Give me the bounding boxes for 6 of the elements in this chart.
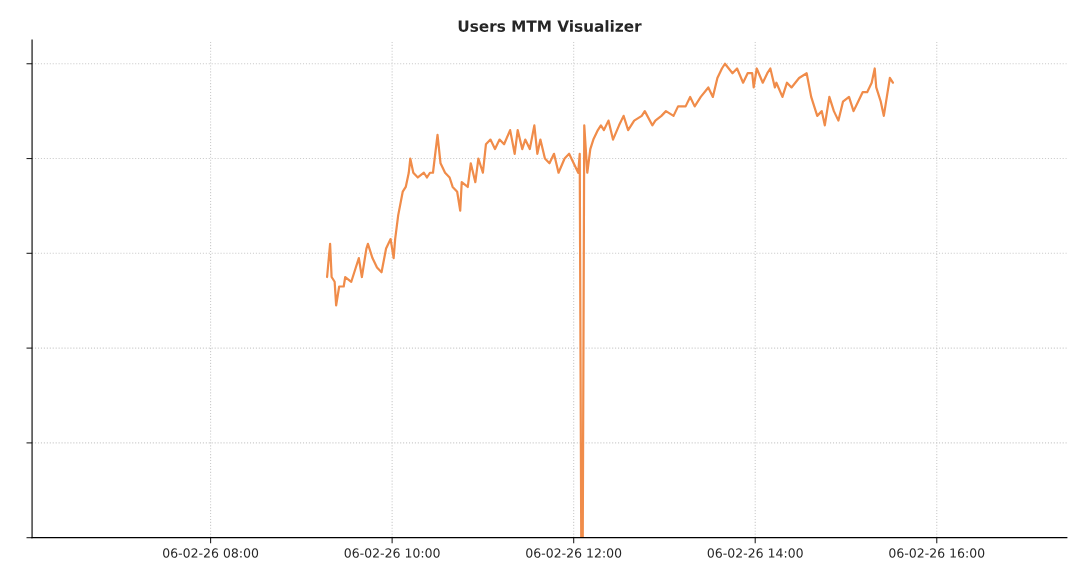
x-tick-label: 06-02-26 08:00 xyxy=(163,548,259,558)
x-tick-label: 06-02-26 10:00 xyxy=(344,548,440,558)
x-tick-label: 06-02-26 12:00 xyxy=(526,548,622,558)
x-tick-label: 06-02-26 16:00 xyxy=(889,548,985,558)
chart-title: Users MTM Visualizer xyxy=(458,20,642,32)
x-tick-label: 06-02-26 14:00 xyxy=(707,548,803,558)
